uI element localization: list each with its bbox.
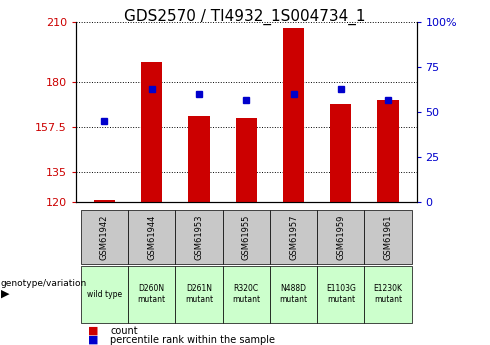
Bar xyxy=(236,118,257,202)
Text: E1230K
mutant: E1230K mutant xyxy=(373,284,403,304)
Bar xyxy=(94,200,115,202)
Bar xyxy=(377,100,399,202)
Text: genotype/variation: genotype/variation xyxy=(1,279,87,288)
Text: GSM61944: GSM61944 xyxy=(147,215,156,260)
Bar xyxy=(188,116,210,202)
Text: D260N
mutant: D260N mutant xyxy=(138,284,166,304)
Text: GSM61955: GSM61955 xyxy=(242,215,251,260)
Text: percentile rank within the sample: percentile rank within the sample xyxy=(110,335,275,345)
Text: R320C
mutant: R320C mutant xyxy=(232,284,260,304)
Text: ■: ■ xyxy=(88,335,98,345)
Text: ■: ■ xyxy=(88,326,98,335)
Bar xyxy=(330,104,351,202)
Text: GSM61961: GSM61961 xyxy=(384,215,392,260)
Text: GSM61942: GSM61942 xyxy=(100,215,109,260)
Text: GDS2570 / TI4932_1S004734_1: GDS2570 / TI4932_1S004734_1 xyxy=(124,9,366,25)
Text: ▶: ▶ xyxy=(1,289,9,299)
Text: D261N
mutant: D261N mutant xyxy=(185,284,213,304)
Text: GSM61957: GSM61957 xyxy=(289,215,298,260)
Text: count: count xyxy=(110,326,138,335)
Text: GSM61953: GSM61953 xyxy=(195,215,203,260)
Text: N488D
mutant: N488D mutant xyxy=(279,284,308,304)
Text: GSM61959: GSM61959 xyxy=(336,215,345,260)
Bar xyxy=(141,62,162,202)
Bar xyxy=(283,28,304,202)
Text: wild type: wild type xyxy=(87,289,122,299)
Text: E1103G
mutant: E1103G mutant xyxy=(326,284,356,304)
